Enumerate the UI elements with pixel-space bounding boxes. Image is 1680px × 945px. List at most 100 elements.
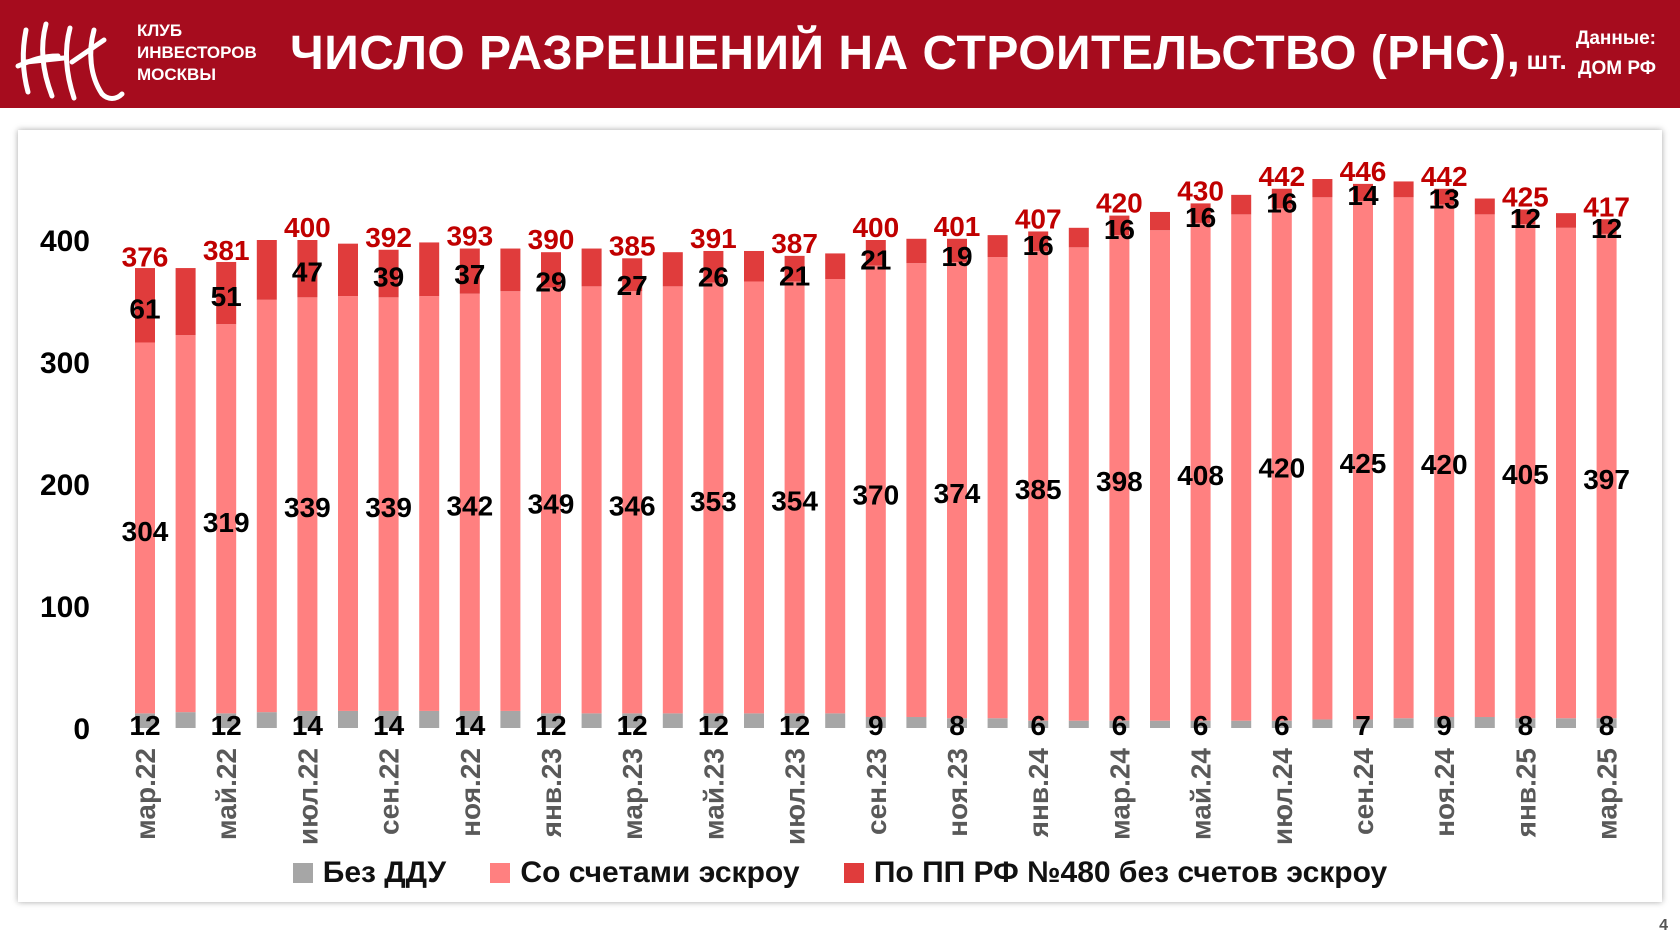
bar-segment	[622, 713, 643, 728]
bar-segment	[1068, 720, 1089, 728]
bar-segment	[784, 713, 805, 728]
data-label: 12	[698, 710, 729, 741]
data-label: 12	[535, 710, 566, 741]
bar-segment	[662, 713, 683, 728]
data-label: 374	[934, 478, 981, 509]
bar-segment	[541, 252, 561, 288]
bar-segment	[947, 238, 967, 262]
data-label: 354	[771, 485, 818, 516]
bar-segment	[419, 296, 440, 711]
bar-segment	[987, 235, 1008, 258]
total-label: 407	[1015, 203, 1062, 234]
bar-segment	[1596, 718, 1617, 728]
bar-segment	[500, 291, 521, 711]
data-label: 16	[1104, 214, 1135, 245]
club-name-line: КЛУБ	[137, 21, 183, 40]
data-label: 12	[779, 710, 810, 741]
bar-segment	[256, 299, 277, 713]
data-label: 6	[1112, 710, 1128, 741]
data-label: 339	[365, 492, 412, 523]
bar-segment	[175, 712, 196, 728]
total-label: 420	[1096, 188, 1143, 219]
data-label: 19	[941, 241, 972, 272]
bar-segment	[784, 255, 805, 282]
data-label: 304	[122, 516, 169, 547]
y-tick-label: 100	[40, 591, 90, 624]
bar-segment	[459, 293, 480, 711]
x-tick-label: янв.23	[536, 748, 567, 838]
data-label: 21	[779, 260, 810, 291]
page-number: 4	[1659, 917, 1668, 934]
bar-segment	[1231, 720, 1252, 728]
chart-legend: Без ДДУ Со счетами эскроу По ПП РФ №480 …	[0, 856, 1680, 890]
x-tick-label: сен.24	[1348, 748, 1379, 835]
bar-segment	[1434, 717, 1455, 728]
bar-segment	[1515, 209, 1536, 225]
bar-segment	[662, 286, 683, 714]
data-label: 12	[1510, 203, 1541, 234]
x-tick-label: янв.25	[1510, 748, 1541, 838]
data-source-name: ДОМ РФ	[1577, 58, 1656, 79]
legend-label-no-ddu: Без ДДУ	[322, 856, 447, 889]
bar-segment	[541, 713, 561, 728]
bar-segment	[1231, 214, 1252, 721]
total-label: 442	[1421, 161, 1468, 192]
data-label: 9	[868, 710, 884, 741]
bar-segment	[825, 279, 846, 714]
x-tick-label: мар.24	[1104, 748, 1135, 840]
data-source-label: Данные:	[1575, 28, 1656, 49]
club-name: КЛУБ ИНВЕСТОРОВ МОСКВЫ	[137, 20, 257, 86]
x-tick-label: мар.23	[617, 748, 648, 840]
data-label: 6	[1274, 710, 1290, 741]
legend-swatch-pp480	[843, 863, 864, 883]
bar-segment	[622, 291, 643, 714]
data-label: 51	[211, 281, 242, 312]
bar-segment	[135, 342, 155, 714]
bar-segment	[1109, 235, 1130, 721]
y-tick-label: 400	[40, 225, 90, 258]
bar-segment	[622, 258, 643, 292]
bar-segment	[297, 240, 318, 298]
page-title: ЧИСЛО РАЗРЕШЕНИЙ НА СТРОИТЕЛЬСТВО (РНС),…	[290, 26, 1567, 81]
bar-segment	[987, 718, 1008, 728]
data-label: 8	[1599, 710, 1615, 741]
bar-segment	[1312, 197, 1333, 720]
data-label: 47	[292, 257, 323, 288]
data-label: 26	[698, 262, 729, 293]
bar-segment	[703, 282, 724, 714]
data-label: 342	[446, 490, 493, 521]
bar-segment	[1109, 215, 1130, 236]
bar-segment	[865, 265, 886, 718]
legend-item-escrow: Со счетами эскроу	[490, 856, 800, 890]
bar-segment	[744, 713, 764, 728]
data-label: 6	[1030, 710, 1046, 741]
x-tick-label: ноя.24	[1429, 748, 1460, 837]
total-label: 400	[284, 212, 331, 243]
total-label: 446	[1340, 156, 1387, 187]
bar-segment	[581, 286, 602, 714]
bar-segment	[1312, 179, 1333, 198]
data-label: 39	[373, 262, 404, 293]
x-tick-label: июл.24	[1267, 748, 1298, 846]
legend-label-pp480: По ПП РФ №480 без счетов эскроу	[873, 856, 1388, 889]
bar-segment	[581, 713, 602, 728]
bar-segment	[541, 287, 561, 714]
bar-segment	[1190, 222, 1211, 721]
data-label: 12	[617, 710, 648, 741]
data-label: 370	[852, 479, 899, 510]
bar-segment	[1474, 214, 1495, 718]
data-label: 61	[129, 293, 160, 324]
header-bar: КЛУБ ИНВЕСТОРОВ МОСКВЫ ЧИСЛО РАЗРЕШЕНИЙ …	[0, 0, 1680, 108]
data-label: 339	[284, 492, 331, 523]
data-label: 16	[1023, 230, 1054, 261]
bar-segment	[500, 248, 521, 292]
data-label: 398	[1096, 466, 1143, 497]
data-label: 29	[535, 267, 566, 298]
bar-segment	[1271, 188, 1292, 209]
bar-segment	[1150, 230, 1170, 721]
bar-segment	[947, 718, 967, 728]
data-label: 12	[211, 710, 242, 741]
data-label: 346	[609, 490, 656, 521]
bar-segment	[1271, 208, 1292, 721]
data-label: 37	[454, 259, 485, 290]
